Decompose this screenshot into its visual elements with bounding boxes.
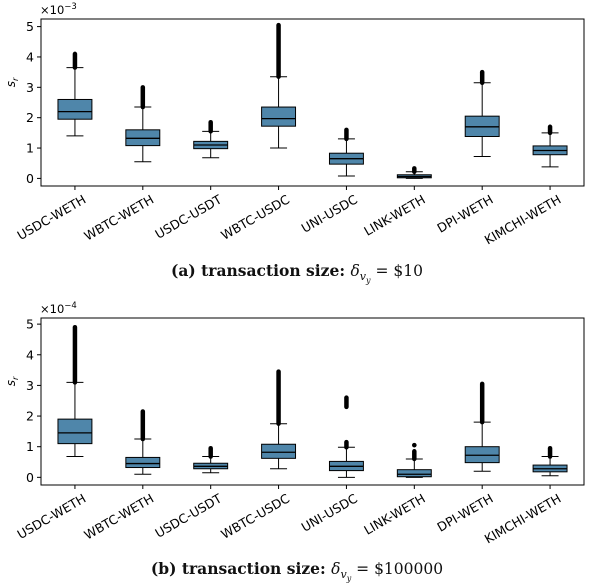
iqr-box [57, 418, 93, 445]
panel-b-xtick-label: KIMCHI-WETH [482, 491, 564, 547]
panel-a-box-usdc-weth [57, 51, 93, 137]
iqr-box [57, 98, 93, 120]
panel-b-xtick-label: LINK-WETH [361, 491, 428, 538]
panel-b-box-wbtc-weth [125, 409, 161, 475]
panel-b-box-kimchi-weth [532, 445, 568, 477]
panel-b-xtick-label: USDC-USDT [152, 490, 224, 540]
panel-b-y-multiplier-exp: −4 [64, 301, 77, 311]
panel-a-box-wbtc-weth [125, 85, 161, 163]
panel-b-box-wbtc-usdc [261, 369, 297, 470]
panel-a-box-kimchi-weth [532, 124, 568, 168]
panel-a-xtick-label: LINK-WETH [361, 192, 428, 239]
panel-a-ylabel-sub: r [11, 77, 20, 81]
panel-a-y-multiplier: ×10−3 [40, 2, 77, 17]
panel-a-box-uni-usdc [328, 127, 364, 177]
panel-a-xtick-label: USDC-WETH [14, 192, 88, 243]
panel-a-chart: 0 1 2 3 4 5 ×10−3 sr USDC-WETHWBTC-WETHUSDC-USDT… [4, 2, 585, 248]
outlier-point [412, 442, 417, 448]
panel-b-caption-prefix: transaction size: [182, 559, 331, 578]
panel-a-caption: (a) transaction size: δvy = $10 [171, 261, 423, 285]
iqr-box [261, 106, 297, 127]
panel-b-y-multiplier: ×10−4 [40, 301, 77, 316]
panel-a-ytick-label: 4 [26, 49, 34, 64]
panel-a-axes-frame [40, 18, 585, 187]
panel-b-ytick-label: 3 [26, 378, 34, 393]
panel-b-ylabel-main: s [4, 380, 18, 386]
panel-a-y-multiplier-exp: −3 [64, 2, 77, 12]
panel-a-xtick-label: WBTC-WETH [81, 192, 156, 244]
panel-b-ytick-label: 0 [26, 470, 34, 485]
panel-b-axes-frame [40, 317, 585, 486]
panel-b-label: (b) [151, 559, 177, 578]
panel-a-ytick-label: 2 [26, 110, 34, 125]
panel-b-box-link-weth [396, 442, 432, 478]
panel-b-chart: 0 1 2 3 4 5 ×10−4 sr USDC-WETHWBTC-WETHUSDC-USDT… [4, 301, 585, 547]
panel-b-xtick-label: DPI-WETH [434, 491, 495, 535]
panel-a-caption-prefix: transaction size: [201, 261, 350, 280]
panel-a-ytick-label: 3 [26, 80, 34, 95]
panel-a-xtick-label: WBTC-USDC [218, 191, 292, 242]
panel-a-ytick-label: 5 [26, 19, 34, 34]
panel-b-ylabel: sr [4, 376, 20, 386]
panel-a-box-wbtc-usdc [261, 22, 297, 149]
panel-b-box-uni-usdc [328, 395, 364, 478]
panel-a-label: (a) [171, 261, 196, 280]
panel-b-box-usdc-weth [57, 324, 93, 458]
panel-b-ytick-label: 5 [26, 317, 34, 332]
panel-a-box-link-weth [396, 166, 432, 179]
panel-a-ylabel: sr [4, 77, 20, 87]
panel-b-ytick-label: 1 [26, 439, 34, 454]
panel-b-xtick-label: USDC-WETH [14, 491, 88, 542]
panel-a-box-dpi-weth [464, 69, 500, 158]
panel-b-ylabel-sub: r [11, 376, 20, 380]
panel-b-ytick-label: 4 [26, 347, 34, 362]
panel-b-box-dpi-weth [464, 381, 500, 472]
panel-b-caption-value: $100000 [374, 560, 443, 578]
panel-b-xtick-label: WBTC-WETH [81, 491, 156, 543]
panel-a-ylabel-main: s [4, 81, 18, 87]
panel-b-ytick-label: 2 [26, 409, 34, 424]
panel-a-box-usdc-usdt [193, 119, 229, 159]
iqr-box [261, 443, 297, 459]
panel-a-caption-value: $10 [393, 262, 423, 280]
panel-a-y-multiplier-base: ×10 [40, 3, 64, 17]
iqr-box [125, 456, 161, 469]
panel-b-caption: (b) transaction size: δvy = $100000 [151, 559, 443, 583]
panel-b-y-multiplier-base: ×10 [40, 302, 64, 316]
panel-a-xtick-label: DPI-WETH [434, 192, 495, 236]
panel-b-box-usdc-usdt [193, 445, 229, 474]
iqr-box [396, 469, 432, 478]
panel-a-ytick-label: 1 [26, 141, 34, 156]
panel-a-xtick-label: USDC-USDT [152, 191, 224, 241]
panel-a-xtick-label: KIMCHI-WETH [482, 192, 564, 248]
panel-a-xtick-label: UNI-USDC [299, 191, 361, 235]
panel-b-xtick-label: UNI-USDC [299, 490, 361, 534]
panel-a-ytick-label: 0 [26, 171, 34, 186]
panel-b-xtick-label: WBTC-USDC [218, 490, 292, 541]
